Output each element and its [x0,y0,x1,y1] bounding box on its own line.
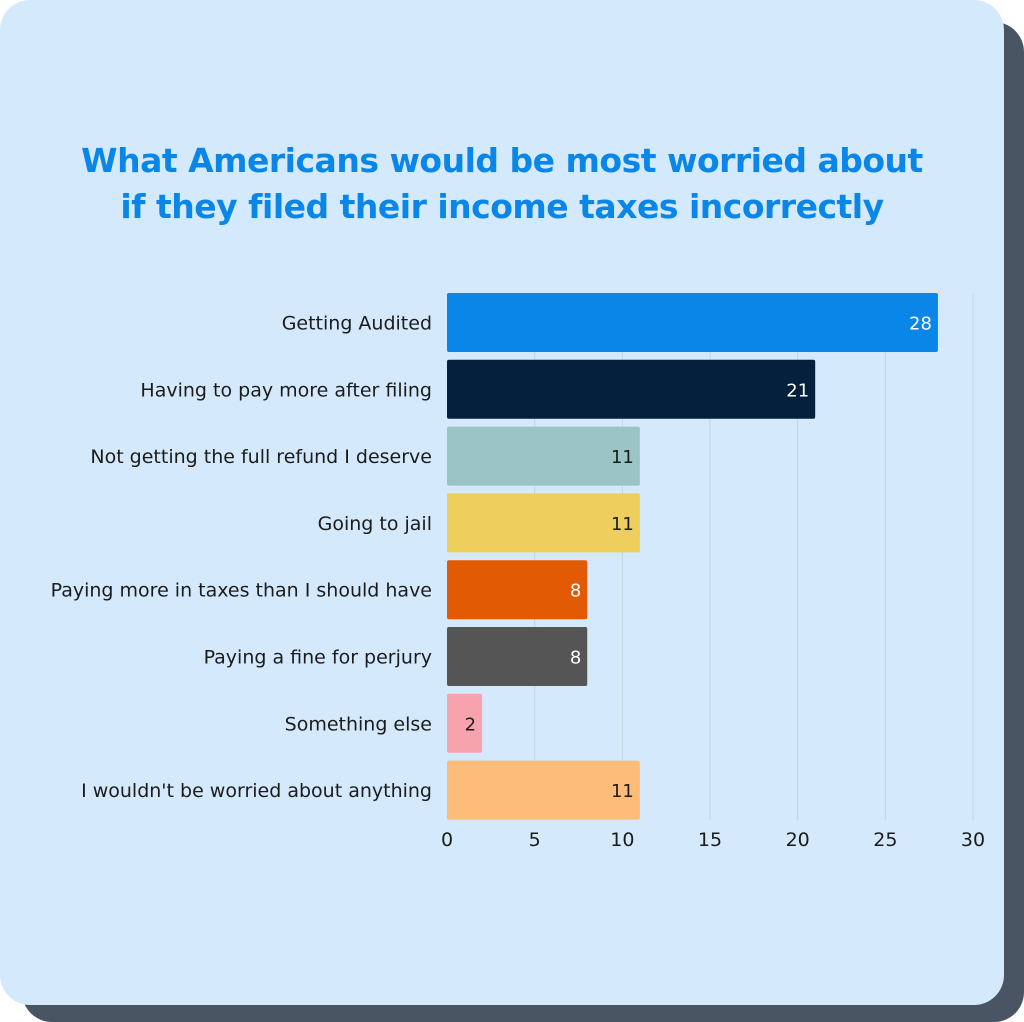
value-labels: 28 21 11 11 8 8 2 11 [465,314,932,803]
bar [447,426,640,486]
bar [447,693,483,753]
chart-card: What Americans would be most worried abo… [0,0,1004,1005]
value-label: 28 [909,314,932,335]
value-label: 11 [611,781,634,802]
x-axis-ticks: 0 5 10 15 20 25 30 [441,829,985,851]
chart-title-line-1: What Americans would be most worried abo… [81,141,923,180]
bar [447,493,640,553]
category-label: Getting Audited [282,313,432,335]
category-label: Having to pay more after filing [140,379,432,401]
x-tick-label: 20 [786,829,810,851]
category-label: Paying a fine for perjury [204,647,432,669]
category-label: Paying more in taxes than I should have [51,580,432,602]
category-label: I wouldn't be worried about anything [81,780,432,802]
chart-title-line-2: if they filed their income taxes incorre… [120,187,884,226]
chart-title: What Americans would be most worried abo… [0,138,1004,230]
bar [447,293,938,352]
bar [447,760,640,820]
category-label: Something else [285,713,432,735]
x-tick-label: 0 [441,829,453,851]
value-label: 11 [611,514,634,535]
category-labels: Getting Audited Having to pay more after … [51,313,432,803]
x-tick-label: 10 [610,829,634,851]
bar-chart: Getting Audited Having to pay more after … [51,293,985,851]
bar [447,560,588,620]
category-label: Not getting the full refund I deserve [90,446,432,468]
value-label: 11 [611,447,634,468]
value-label: 8 [570,581,581,602]
value-label: 21 [786,380,809,401]
x-tick-label: 15 [698,829,722,851]
bar [447,627,588,686]
bar [447,359,816,419]
x-tick-label: 25 [873,829,897,851]
x-tick-label: 5 [529,829,541,851]
value-label: 2 [465,714,476,735]
bars [447,293,938,820]
value-label: 8 [570,648,581,669]
category-label: Going to jail [318,513,432,535]
x-tick-label: 30 [961,829,985,851]
